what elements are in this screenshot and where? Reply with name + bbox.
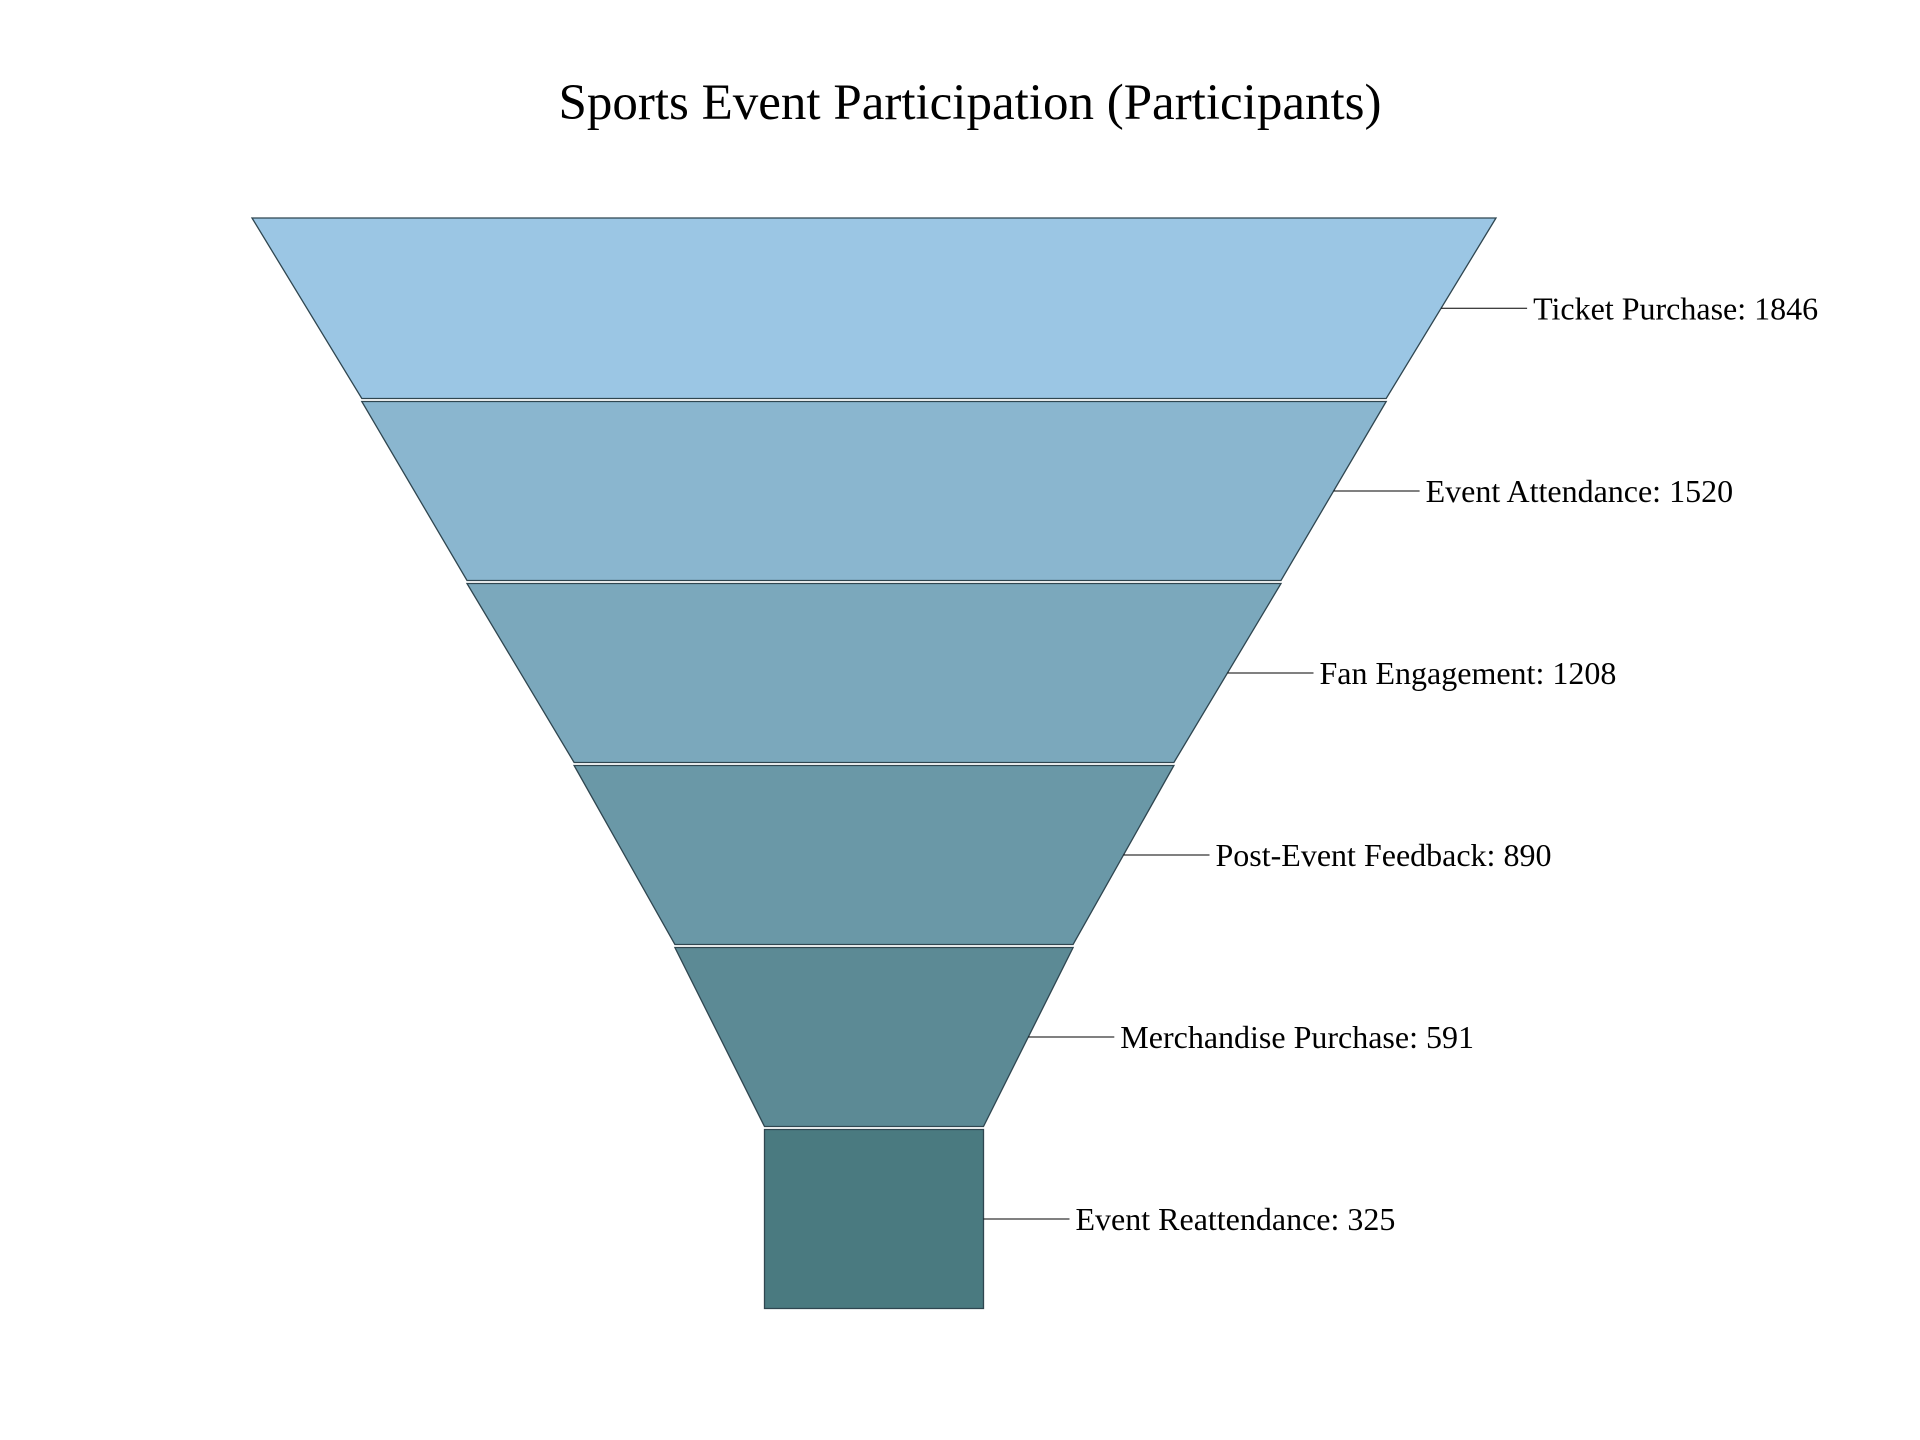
funnel-segment-merchandise-purchase — [673, 946, 1075, 1128]
funnel-segment-ticket-purchase — [250, 217, 1498, 400]
funnel-labels: Ticket Purchase: 1846 Event Attendance: 1… — [1076, 290, 1819, 1237]
funnel-segment-event-reattendance — [763, 1128, 985, 1310]
funnel-segment-event-attendance — [360, 400, 1388, 582]
funnel-segment-fan-engagement — [465, 582, 1283, 764]
funnel-label-merchandise-purchase: Merchandise Purchase: 591 — [1120, 1019, 1474, 1055]
funnel-label-post-event-feedback: Post-Event Feedback: 890 — [1216, 837, 1552, 873]
funnel-label-event-reattendance: Event Reattendance: 325 — [1076, 1201, 1396, 1237]
funnel-label-fan-engagement: Fan Engagement: 1208 — [1320, 655, 1617, 691]
funnel-label-ticket-purchase: Ticket Purchase: 1846 — [1533, 290, 1818, 326]
funnel-segment-post-event-feedback — [572, 764, 1176, 946]
funnel-label-event-attendance: Event Attendance: 1520 — [1426, 473, 1733, 509]
funnel-segments — [250, 217, 1498, 1310]
funnel-leader-lines — [983, 307, 1528, 1220]
chart-title: Sports Event Participation (Participants… — [558, 75, 1382, 131]
